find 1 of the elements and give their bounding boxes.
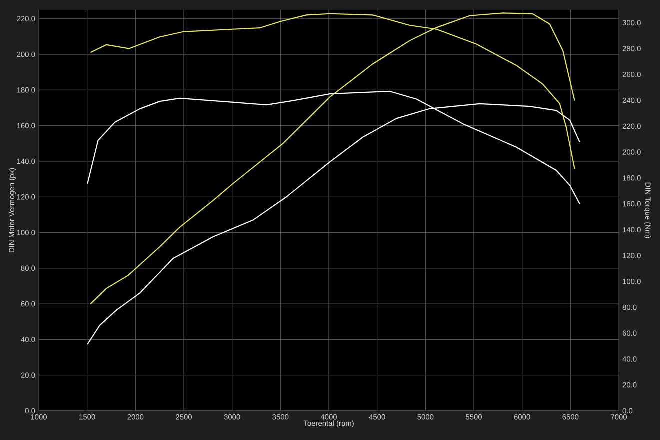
line-series [90,12,576,305]
